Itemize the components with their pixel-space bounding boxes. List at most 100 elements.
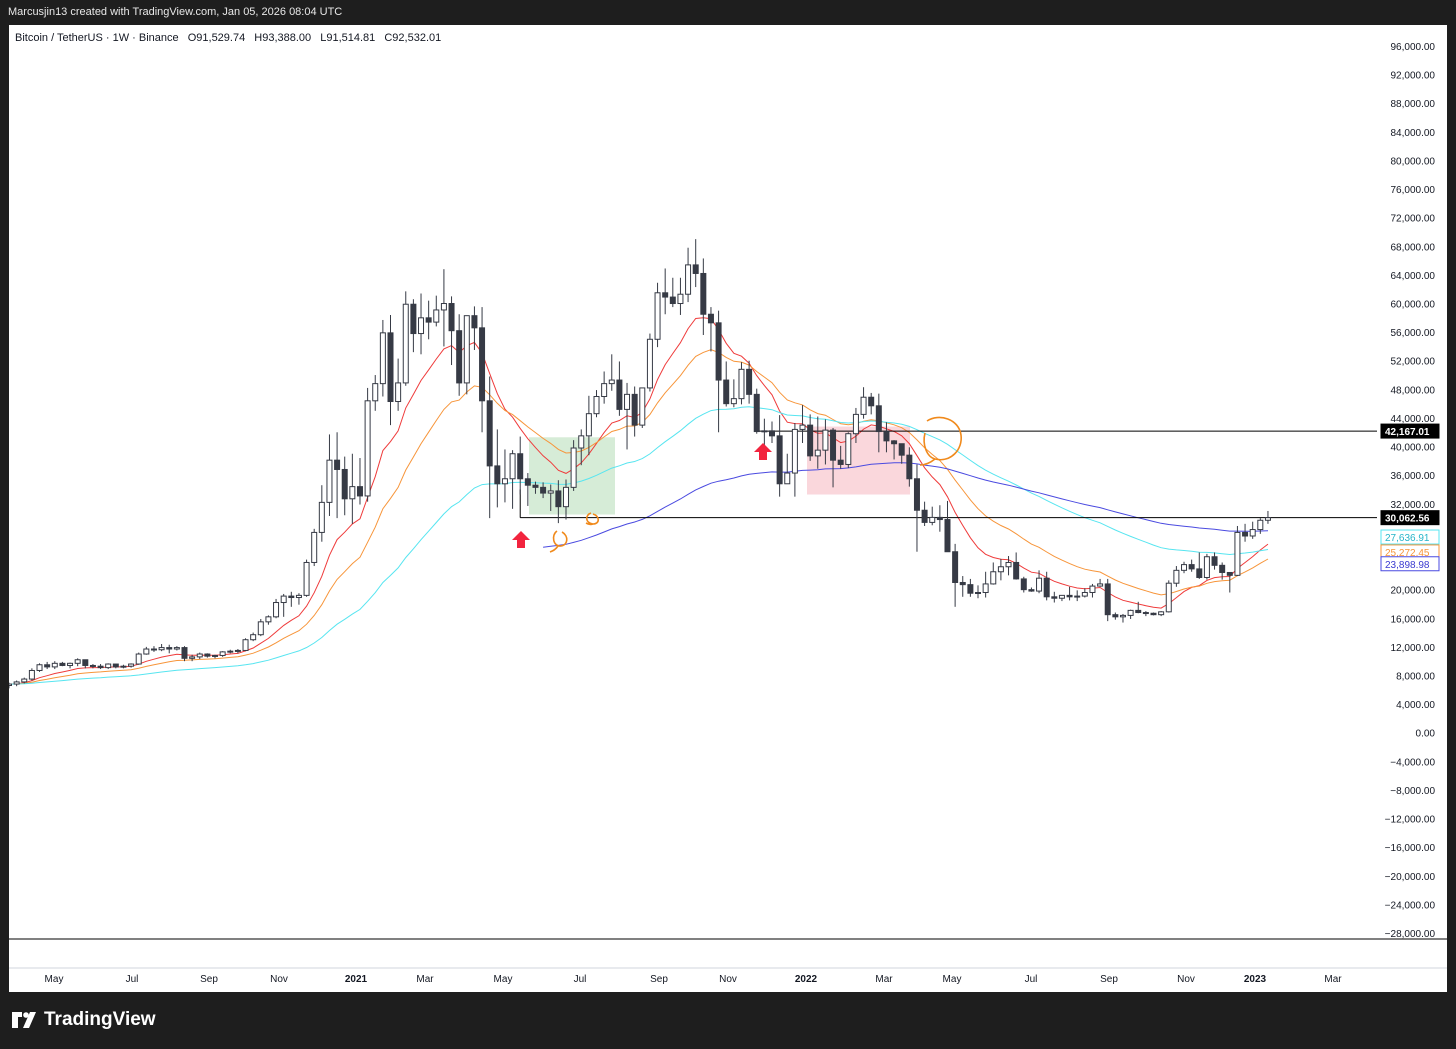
candle-down	[494, 465, 501, 485]
tradingview-logo-icon	[12, 1012, 36, 1028]
candle-down	[700, 272, 707, 315]
candle-up	[601, 383, 608, 398]
candle-up	[975, 592, 982, 595]
chart-frame[interactable]: 96,000.00 92,000.00 88,000.00 84,000.00 80,0…	[9, 25, 1447, 992]
time-tick-label: May	[494, 974, 513, 985]
candle-up	[730, 398, 737, 405]
price-tick-label: 44,000.00	[1391, 414, 1436, 425]
chart-canvas[interactable]: 96,000.00 92,000.00 88,000.00 84,000.00 80,0…	[9, 25, 1447, 992]
candle-down	[1028, 589, 1035, 592]
circle-annotation	[549, 530, 568, 553]
price-tick-label: 60,000.00	[1391, 300, 1436, 311]
candle-down	[830, 429, 837, 461]
candle-up	[1203, 556, 1210, 578]
candle-up	[1257, 519, 1264, 531]
candle-up	[234, 649, 241, 652]
candle-up	[501, 478, 508, 485]
price-tick-label: 48,000.00	[1391, 385, 1436, 396]
candle-up	[997, 566, 1004, 573]
candles-layer	[9, 239, 1271, 689]
candle-down	[692, 264, 699, 274]
price-tick-label: 76,000.00	[1391, 185, 1436, 196]
candle-down	[204, 653, 211, 657]
ema-cyan-line	[9, 406, 1269, 685]
candle-up	[738, 368, 745, 400]
candle-down	[555, 490, 562, 508]
price-tick-label: 32,000.00	[1391, 500, 1436, 511]
time-tick-label: 2021	[345, 974, 368, 985]
candle-up	[196, 653, 203, 658]
price-tick-label: 0.00	[1416, 729, 1436, 740]
time-tick-label: Jul	[126, 974, 139, 985]
candle-up	[1158, 611, 1165, 616]
time-tick-label: Sep	[650, 974, 668, 985]
symbol-legend[interactable]: Bitcoin / TetherUS · 1W · Binance O91,52…	[15, 32, 441, 44]
candle-up	[1127, 609, 1134, 616]
candle-up	[1264, 517, 1271, 521]
price-label-text: 25,272.45	[1385, 548, 1430, 559]
candle-down	[936, 516, 943, 521]
candle-up	[395, 382, 402, 403]
candle-down	[89, 664, 96, 667]
time-tick-label: 2022	[795, 974, 818, 985]
candle-down	[59, 662, 66, 666]
candle-down	[1142, 612, 1149, 615]
time-axis: May Jul Sep Nov 2021 Mar May Jul Sep Nov 2022 Mar Ma…	[45, 974, 1343, 985]
candle-down	[1211, 556, 1218, 566]
candle-down	[906, 454, 913, 480]
tradingview-logo[interactable]: TradingView	[12, 1009, 156, 1031]
candle-down	[715, 322, 722, 381]
candle-up	[189, 656, 196, 659]
candle-down	[1051, 596, 1058, 599]
annotations-layer	[512, 416, 962, 553]
time-tick-label: Nov	[270, 974, 288, 985]
candle-down	[486, 400, 493, 467]
candle-up	[21, 678, 28, 683]
ema-blue-line	[543, 462, 1269, 548]
candle-up	[219, 651, 226, 656]
price-label-text: 23,898.98	[1385, 560, 1430, 571]
candle-down	[631, 393, 638, 426]
candle-up	[593, 396, 600, 415]
price-label-ema-cyan: 27,636.91	[1380, 529, 1440, 545]
up-arrow-marker	[512, 531, 530, 548]
time-tick-label: Nov	[719, 974, 737, 985]
candle-up	[685, 264, 692, 295]
brand-name: TradingView	[44, 1009, 156, 1030]
candle-down	[921, 509, 928, 523]
price-tick-label: 12,000.00	[1391, 643, 1436, 654]
candle-down	[913, 478, 920, 511]
candle-down	[753, 393, 760, 433]
price-tick-label: −4,000.00	[1390, 757, 1435, 768]
price-tick-label: 20,000.00	[1391, 586, 1436, 597]
candle-up	[379, 332, 386, 385]
candle-up	[173, 647, 180, 650]
candle-down	[776, 435, 783, 485]
candle-down	[669, 296, 676, 305]
price-tick-label: 4,000.00	[1396, 700, 1435, 711]
price-axis-background	[1381, 25, 1447, 939]
time-tick-label: Mar	[1324, 974, 1342, 985]
candle-down	[479, 327, 486, 402]
candle-up	[799, 424, 806, 430]
candle-down	[1219, 564, 1226, 573]
price-tick-label: −24,000.00	[1385, 900, 1436, 911]
price-tick-label: 68,000.00	[1391, 242, 1436, 253]
price-tick-label: 8,000.00	[1396, 671, 1435, 682]
candle-down	[1196, 568, 1203, 578]
candle-up	[74, 659, 81, 664]
candle-up	[791, 428, 798, 474]
candle-down	[341, 468, 348, 500]
attribution-bar: Marcusjin13 created with TradingView.com…	[0, 0, 1456, 24]
candle-up	[120, 665, 127, 668]
price-tick-label: 40,000.00	[1391, 443, 1436, 454]
price-tick-label: 56,000.00	[1391, 328, 1436, 339]
candle-down	[471, 315, 478, 329]
candle-down	[524, 478, 531, 486]
candle-up	[1119, 614, 1126, 618]
price-tick-label: 92,000.00	[1391, 71, 1436, 82]
candle-down	[837, 459, 844, 465]
candle-up	[562, 486, 569, 508]
price-tick-label: 72,000.00	[1391, 214, 1436, 225]
candle-up	[265, 616, 272, 623]
